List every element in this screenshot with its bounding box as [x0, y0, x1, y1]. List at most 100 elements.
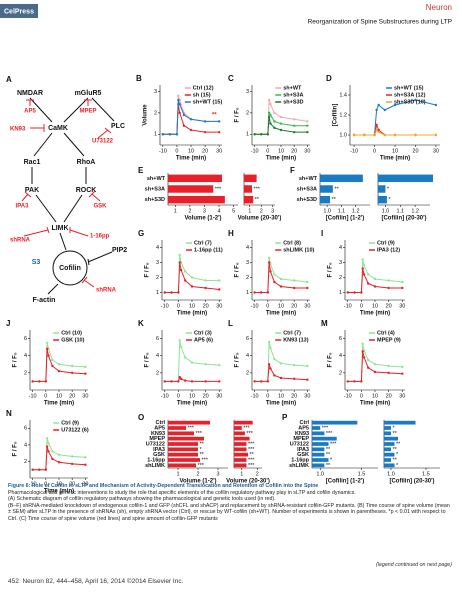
data-point	[401, 280, 404, 284]
x-tick-label: 0	[44, 393, 47, 399]
node: Rac1	[24, 159, 41, 166]
node: S3	[32, 259, 41, 266]
data-point	[269, 113, 272, 117]
data-point	[51, 364, 54, 368]
y-tick-label: 6	[246, 336, 249, 342]
panel-label: A	[6, 75, 12, 84]
cofilin-circle	[52, 250, 88, 286]
data-point	[373, 277, 377, 281]
series-line	[254, 341, 308, 382]
data-point	[182, 124, 186, 127]
data-point	[363, 133, 366, 137]
data-point	[377, 130, 380, 134]
significance: ***	[248, 457, 255, 463]
caption-paragraph: Pharmacological and genetic intervention…	[8, 489, 356, 496]
inhibitions	[21, 99, 112, 288]
data-point	[204, 363, 207, 366]
data-point	[269, 346, 272, 350]
category-label: Ctrl	[300, 420, 310, 426]
x-tick-label: 1.1	[338, 208, 346, 214]
legend-label: IPA3 (12)	[377, 247, 400, 253]
series-line	[32, 342, 86, 382]
legend-label: sh+WT	[283, 85, 302, 91]
y-axis-label: F / F₀	[328, 352, 334, 367]
data-point	[179, 345, 183, 349]
pip2-inhibition	[87, 251, 113, 266]
data-point	[70, 455, 74, 458]
data-point	[253, 380, 256, 383]
x-tick-label: 20	[386, 393, 392, 399]
category-label: MPEP	[293, 436, 309, 442]
legend-label: Ctrl (7)	[194, 240, 212, 246]
y-tick-label: 1	[154, 132, 157, 138]
data-point	[203, 130, 207, 134]
data-point	[366, 273, 370, 276]
x-tick-label: 3	[216, 471, 219, 477]
data-point	[183, 279, 187, 282]
x-axis-label: Volume (1-2')	[180, 479, 217, 485]
x-tick-label: 1	[176, 471, 179, 477]
legend-label: Ctrl (7)	[283, 330, 301, 336]
y-tick-label: 2	[156, 370, 159, 376]
legend-label: Ctrl (4)	[377, 330, 395, 336]
x-tick-label: 20	[291, 148, 297, 154]
x-tick-label: 10	[278, 393, 284, 399]
panel-label: P	[282, 413, 288, 422]
bar	[312, 442, 329, 446]
data-point	[170, 380, 173, 383]
bar	[168, 442, 198, 446]
node: shRNA	[10, 238, 31, 244]
data-point	[177, 98, 180, 102]
data-point	[292, 124, 296, 127]
data-point	[38, 468, 41, 471]
data-point	[306, 130, 309, 134]
significance: **	[250, 452, 255, 458]
category-label: U73122	[290, 441, 309, 447]
data-point	[253, 291, 256, 294]
y-axis-label: F / F₀	[235, 262, 241, 277]
data-point	[273, 111, 276, 115]
footer: 452 Neuron 82, 444–458, April 16, 2014 ©…	[8, 578, 183, 585]
category-label: sh+S3D	[297, 197, 317, 203]
data-point	[377, 103, 380, 107]
data-point	[204, 380, 207, 383]
significance: **	[200, 441, 205, 447]
data-point	[375, 108, 378, 112]
data-point	[361, 342, 364, 345]
data-point	[168, 133, 172, 136]
data-point	[84, 463, 87, 466]
node: KN93	[10, 127, 26, 133]
journal: Neuron	[426, 3, 452, 12]
data-point	[84, 365, 87, 369]
x-tick-label: 2	[256, 471, 259, 477]
bar	[168, 452, 198, 457]
y-tick-label: 6	[339, 336, 342, 342]
data-point	[352, 133, 356, 137]
category-label: AP5	[298, 425, 309, 431]
data-point	[279, 362, 283, 365]
x-tick-label: 1	[248, 208, 251, 214]
data-point	[279, 285, 283, 288]
data-point	[279, 277, 283, 281]
x-tick-label: 1.5	[422, 471, 430, 477]
data-point	[353, 291, 356, 294]
y-tick-label: 1.4	[339, 92, 347, 98]
bar	[378, 185, 386, 193]
category-label: U73122	[146, 441, 165, 447]
data-point	[306, 280, 309, 284]
bar	[312, 426, 321, 430]
legend-label: sh (15)	[193, 92, 211, 98]
series-line	[347, 268, 403, 293]
logo: CelPress	[4, 8, 34, 15]
data-point	[373, 370, 377, 374]
x-tick-label: 10	[278, 303, 284, 309]
data-point	[45, 445, 49, 448]
legend-label: sh+S3A	[283, 92, 303, 98]
significance: **	[393, 447, 398, 453]
data-point	[44, 468, 48, 471]
y-tick-label: 1.0	[339, 132, 347, 138]
data-point	[273, 126, 276, 130]
data-point	[267, 256, 271, 260]
node: Cofilin	[59, 265, 81, 272]
data-point	[360, 291, 363, 294]
